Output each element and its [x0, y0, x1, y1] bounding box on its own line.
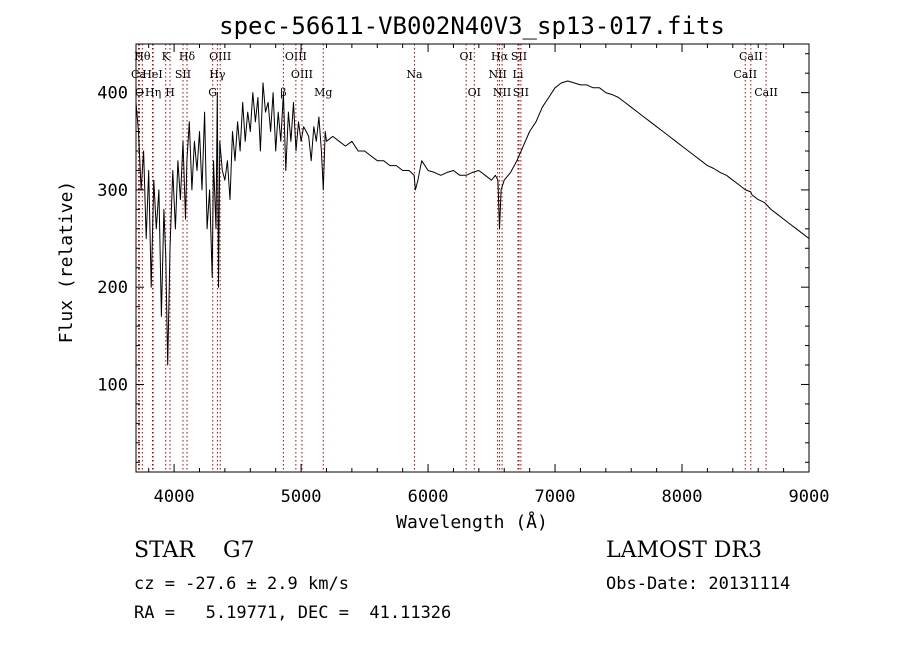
x-axis: 4000 5000 6000 7000 8000 9000 — [148, 44, 830, 507]
marker-label: OIII — [285, 50, 307, 63]
x-tick-label: 7000 — [535, 487, 576, 507]
x-tick-label: 8000 — [662, 487, 703, 507]
y-tick-label: 100 — [97, 375, 128, 395]
x-tick-label: 9000 — [789, 487, 830, 507]
marker-label: Hδ — [179, 50, 196, 63]
plot-frame — [135, 43, 810, 473]
marker-label: CaII — [739, 50, 763, 63]
marker-label: Na — [406, 68, 423, 81]
x-tick-label: 4000 — [154, 487, 195, 507]
x-axis-label: Wavelength (Å) — [396, 511, 548, 533]
x-tick-label: 5000 — [281, 487, 322, 507]
marker-label: OI — [459, 50, 472, 63]
marker-label: CaII — [733, 68, 757, 81]
marker-label: SII — [511, 50, 527, 63]
marker-label: OI — [468, 86, 481, 99]
marker-label: Hη — [145, 86, 161, 99]
marker-label: K — [162, 50, 171, 63]
y-tick-label: 300 — [97, 181, 128, 201]
flux-series — [135, 80, 810, 366]
obs-date: Obs-Date: 20131114 — [606, 574, 791, 594]
marker-label: Hθ — [134, 50, 151, 63]
marker-label: OIII — [291, 68, 313, 81]
marker-label: G — [208, 86, 217, 99]
y-axis-label: Flux (relative) — [56, 181, 77, 344]
marker-label: Mg — [314, 86, 332, 99]
marker-label: HeI — [142, 68, 162, 81]
ra-dec: RA = 5.19771, DEC = 41.11326 — [134, 603, 452, 623]
x-tick-label: 6000 — [408, 487, 449, 507]
redshift-cz: cz = -27.6 ± 2.9 km/s — [134, 574, 349, 594]
marker-label: CaII — [754, 86, 778, 99]
marker-label: Li — [513, 68, 524, 81]
marker-label: Hγ — [209, 68, 226, 81]
marker-label: Hα — [491, 50, 509, 63]
marker-label: NII — [493, 86, 511, 99]
marker-label: SII — [513, 86, 529, 99]
object-class: STAR G7 — [134, 538, 255, 563]
y-axis: 100 200 300 400 — [97, 53, 809, 463]
y-tick-label: 200 — [97, 278, 128, 298]
series-line-flux — [135, 80, 810, 366]
marker-label: Ca — [131, 68, 146, 81]
marker-label: SII — [175, 68, 191, 81]
marker-label: OIII — [209, 50, 231, 63]
chart-title: spec-56611-VB002N40V3_sp13-017.fits — [219, 12, 725, 40]
survey-name: LAMOST DR3 — [606, 538, 762, 563]
marker-label: NII — [488, 68, 506, 81]
y-tick-label: 400 — [97, 84, 128, 104]
marker-label: H — [165, 86, 175, 99]
